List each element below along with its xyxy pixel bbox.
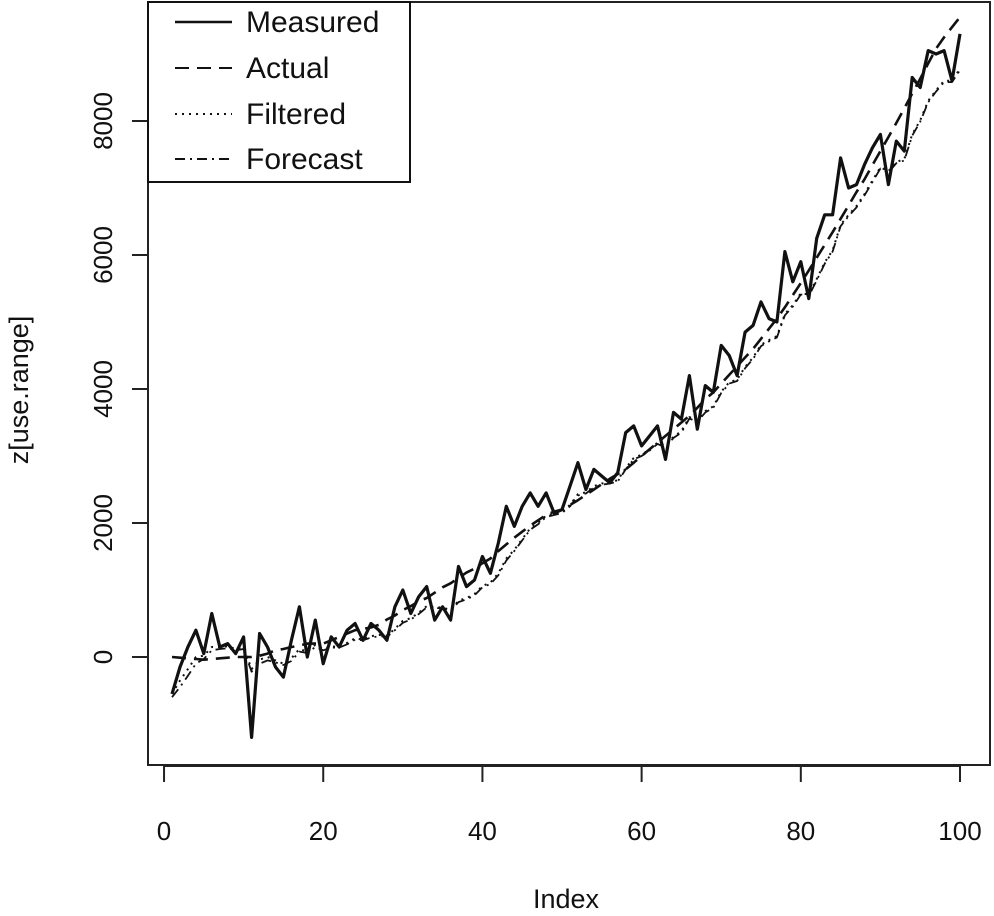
y-axis-title: z[use.range] bbox=[4, 316, 34, 465]
series-line-measured bbox=[170, 33, 962, 740]
x-tick-label: 0 bbox=[157, 816, 171, 846]
y-tick-label: 6000 bbox=[88, 226, 118, 284]
y-tick-label: 8000 bbox=[88, 92, 118, 150]
x-tick-label: 100 bbox=[938, 816, 981, 846]
y-tick-label: 2000 bbox=[88, 494, 118, 552]
legend-label-actual: Actual bbox=[246, 52, 329, 85]
x-tick-label: 40 bbox=[468, 816, 497, 846]
x-axis-title: Index bbox=[533, 884, 600, 914]
legend-box bbox=[147, 1, 411, 183]
series-line-actual bbox=[171, 16, 962, 662]
y-tick-label: 4000 bbox=[88, 360, 118, 418]
legend-label-forecast: Forecast bbox=[246, 143, 363, 176]
x-tick-label: 60 bbox=[627, 816, 656, 846]
series-line-forecast bbox=[171, 69, 961, 698]
x-tick-label: 20 bbox=[309, 816, 338, 846]
legend-label-measured: Measured bbox=[246, 6, 379, 39]
legend-label-filtered: Filtered bbox=[246, 98, 346, 131]
y-tick-label: 0 bbox=[88, 650, 118, 664]
series-line-filtered bbox=[171, 68, 961, 695]
x-tick-label: 80 bbox=[786, 816, 815, 846]
